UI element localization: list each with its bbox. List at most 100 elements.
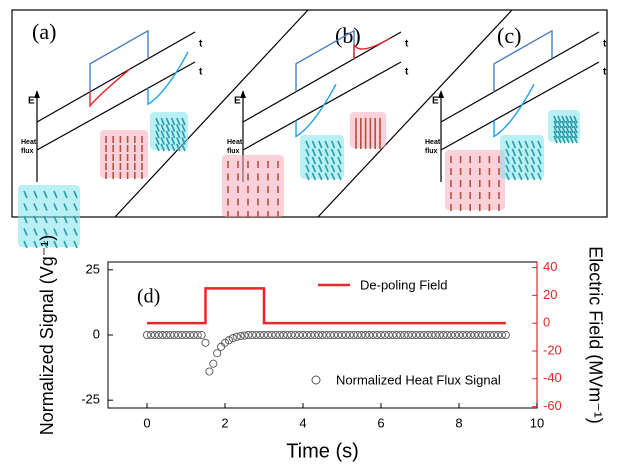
x-tick-label: 10	[530, 415, 544, 430]
dipole	[165, 117, 171, 126]
dipole	[170, 130, 176, 139]
dipole	[511, 156, 517, 165]
dipole	[557, 120, 562, 129]
time-axis	[440, 31, 600, 123]
dipole	[73, 190, 78, 199]
dipole	[43, 240, 48, 249]
dipole	[573, 130, 578, 139]
data-point	[158, 330, 167, 340]
dipole	[573, 115, 578, 124]
data-point	[154, 330, 163, 340]
dipole	[23, 190, 28, 199]
data-point	[302, 330, 311, 340]
schematic: (a) E Heat flux t t (b) E Heat flux t t (c) E Heat flux…	[18, 19, 607, 249]
data-point	[431, 330, 440, 340]
heat-label: flux	[227, 148, 240, 155]
y2-tick-label: -40	[543, 370, 562, 385]
time-axis	[36, 61, 196, 151]
data-point	[408, 330, 417, 340]
dipole	[553, 115, 558, 124]
dipole	[176, 137, 181, 145]
dipole	[524, 140, 529, 149]
dipole	[569, 120, 574, 129]
dipole	[557, 130, 562, 139]
e-axis-arrow	[438, 90, 444, 98]
data-point	[185, 330, 194, 340]
data-point	[435, 330, 444, 340]
data-point	[178, 330, 187, 340]
dipole	[530, 148, 536, 157]
data-point	[318, 330, 327, 340]
dipole	[318, 172, 323, 181]
dipole	[63, 240, 68, 249]
dipole	[170, 143, 176, 152]
dipole	[53, 203, 58, 211]
dipole	[337, 148, 342, 157]
dipole	[155, 124, 160, 132]
heat-response	[493, 83, 535, 138]
data-point	[388, 330, 397, 340]
data-point	[287, 330, 296, 340]
dipole	[155, 117, 160, 126]
x-tick-label: 8	[455, 415, 462, 430]
data-point	[466, 330, 475, 340]
dipole	[160, 137, 165, 145]
data-point	[493, 330, 503, 340]
data-point	[283, 330, 292, 340]
data-point	[326, 330, 335, 340]
dipole	[524, 156, 529, 165]
data-point	[470, 330, 479, 340]
dipole	[505, 156, 510, 165]
dipole	[170, 117, 176, 126]
data-point	[361, 330, 370, 340]
dipole	[557, 115, 562, 124]
dipole	[537, 140, 542, 149]
data-point	[193, 330, 202, 340]
data-point	[458, 330, 467, 340]
dipole	[305, 140, 310, 149]
panel-label: (b)	[335, 23, 361, 48]
dipole	[537, 164, 542, 173]
dipole	[524, 148, 529, 157]
data-point	[146, 330, 155, 340]
data-point	[166, 330, 175, 340]
data-point	[322, 330, 331, 340]
data-point	[224, 336, 233, 345]
data-point	[213, 349, 222, 358]
dipole	[43, 215, 48, 224]
dipole	[565, 115, 570, 124]
x-tick-label: 2	[221, 415, 228, 430]
dipole	[505, 164, 510, 173]
dipole	[181, 137, 186, 145]
data-point	[205, 367, 214, 376]
data-point	[482, 330, 491, 340]
cube-face	[445, 150, 505, 210]
x-tick-label: 4	[299, 415, 306, 430]
e-axis-arrow	[34, 90, 40, 98]
dipole	[160, 117, 165, 126]
dipole	[530, 172, 536, 181]
data-point	[384, 330, 393, 340]
dipole	[518, 156, 523, 165]
dipole	[330, 148, 336, 157]
dipole	[155, 130, 160, 139]
data-point	[197, 330, 206, 340]
t-label: t	[405, 67, 409, 78]
dipole	[518, 164, 523, 173]
dipole	[181, 124, 186, 132]
data-point	[236, 331, 245, 341]
data-point	[306, 330, 315, 340]
dipole	[530, 156, 536, 165]
data-point	[404, 330, 413, 340]
data-point	[271, 330, 280, 340]
dipole	[53, 240, 58, 249]
field-line	[147, 287, 506, 325]
dipole	[569, 130, 574, 139]
cube-face	[100, 130, 148, 178]
dipole	[43, 228, 48, 236]
y2-tick-label: -20	[543, 342, 562, 357]
data-point	[209, 359, 218, 368]
time-axis	[242, 61, 402, 151]
dipole	[573, 120, 578, 129]
